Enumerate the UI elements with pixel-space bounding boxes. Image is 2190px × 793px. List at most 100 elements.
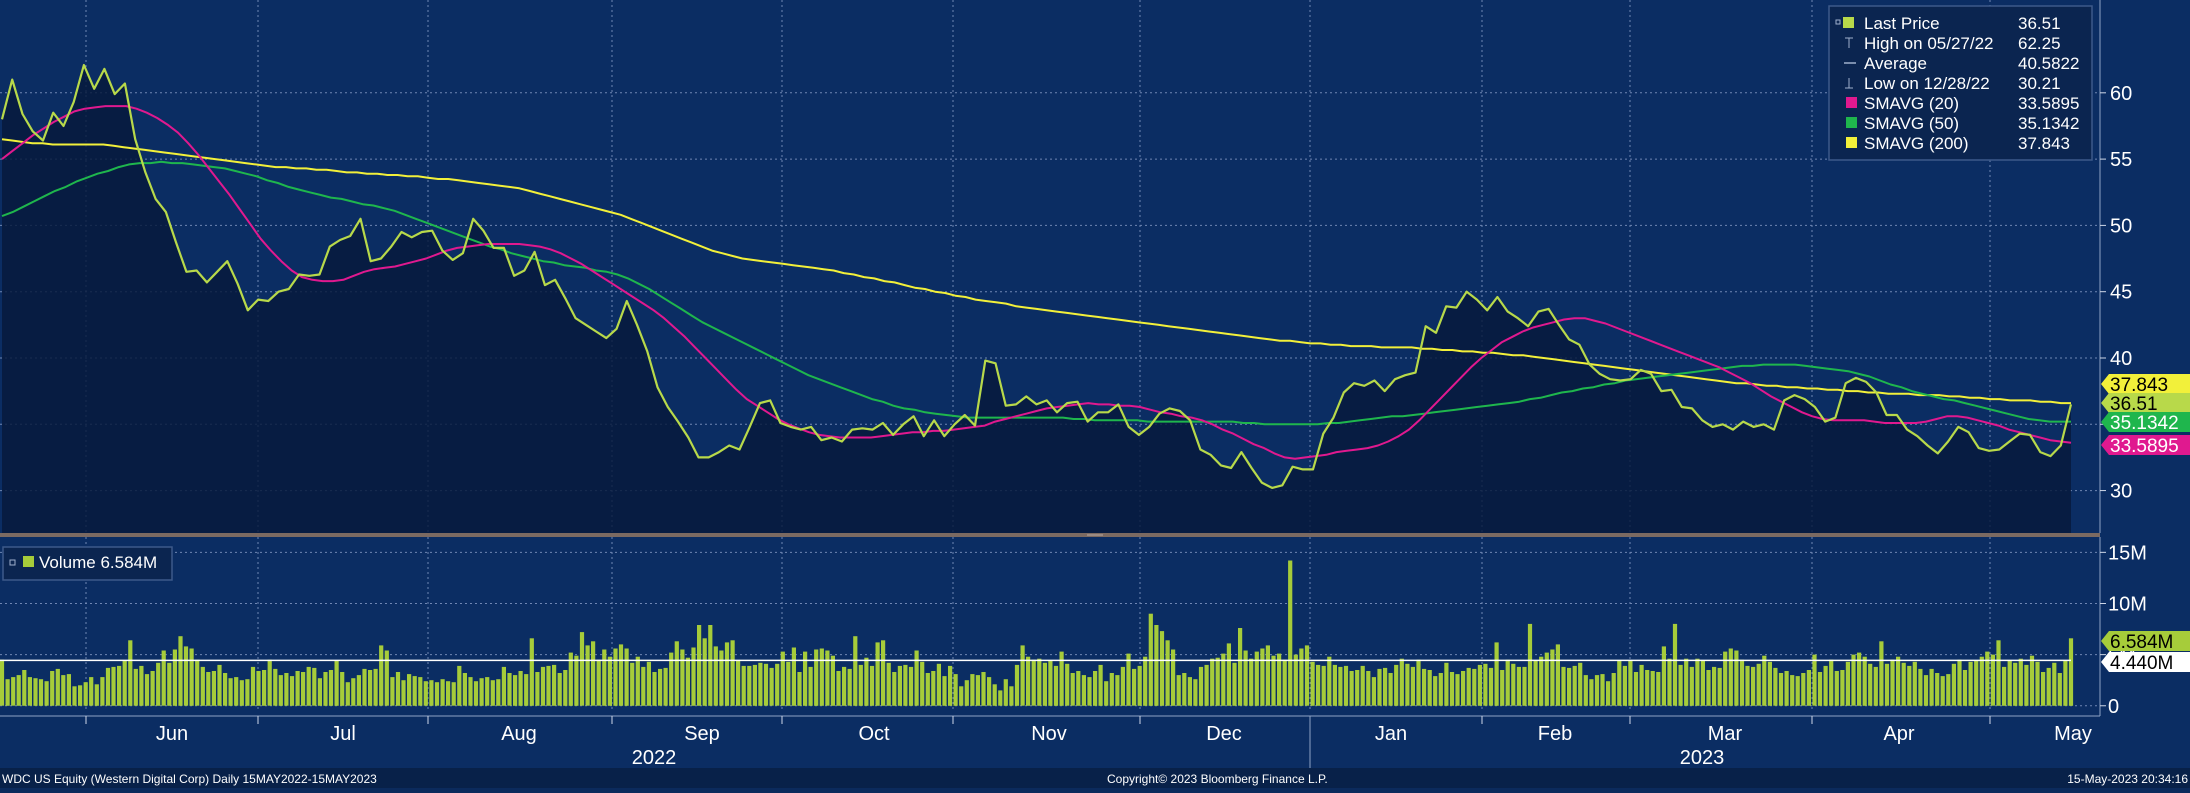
volume-bar — [719, 650, 724, 706]
price-axis-tick-label: 50 — [2110, 215, 2132, 237]
legend-toggle-icon[interactable] — [1835, 19, 1841, 25]
legend-box — [1828, 5, 2093, 161]
legend-row[interactable]: Average 40.5822 — [1844, 54, 2079, 73]
last-value-tag — [2101, 435, 2190, 455]
volume-bar — [1494, 642, 1499, 706]
volume-bar — [1778, 673, 1784, 706]
volume-bar — [624, 648, 629, 706]
volume-bar — [663, 667, 668, 706]
volume-bar — [1115, 675, 1120, 706]
legend-row[interactable]: SMAVG (20) 33.5895 — [1846, 94, 2079, 113]
legend-row[interactable]: SMAVG (200) 37.843 — [1846, 134, 2070, 153]
volume-bar — [2068, 638, 2074, 706]
volume-bar — [1271, 655, 1276, 706]
volume-bar — [836, 671, 841, 706]
volume-bar — [1600, 674, 1605, 706]
volume-bar — [1695, 658, 1700, 706]
volume-bar — [1182, 673, 1187, 706]
volume-bar — [1260, 648, 1265, 706]
x-axis-month-label: Jan — [1375, 723, 1407, 745]
volume-bar — [1299, 648, 1304, 706]
volume-bar — [1862, 656, 1867, 706]
volume-bar — [1455, 674, 1460, 706]
volume-bar — [596, 659, 601, 706]
volume-bar — [407, 674, 412, 706]
volume-bar — [334, 660, 339, 706]
volume-bar — [1483, 663, 1488, 706]
volume-bar — [429, 680, 434, 706]
volume-bar — [501, 666, 506, 706]
volume-bar — [479, 678, 484, 706]
volume-bar — [1048, 660, 1053, 706]
volume-bar — [1132, 668, 1137, 706]
x-axis-year-label: 2023 — [1680, 747, 1725, 769]
volume-bar — [652, 672, 657, 706]
volume-legend-toggle-icon[interactable] — [9, 559, 16, 566]
volume-bar — [490, 680, 495, 706]
volume-bar — [825, 650, 830, 706]
volume-bar — [345, 682, 350, 706]
volume-legend[interactable]: Volume 6.584M — [2, 546, 173, 581]
volume-bar — [1449, 672, 1455, 706]
volume-bar — [262, 670, 267, 706]
volume-bar — [1343, 665, 1349, 706]
volume-bar — [1884, 663, 1890, 706]
volume-bar — [1879, 641, 1884, 706]
divider-handle[interactable] — [1087, 534, 1103, 536]
volume-bar — [1349, 671, 1354, 706]
volume-bar — [1238, 628, 1243, 706]
volume-bar — [117, 665, 122, 706]
volume-bar — [1684, 658, 1689, 706]
volume-bar — [1795, 676, 1800, 706]
volume-bar — [72, 686, 77, 706]
volume-bar — [1589, 679, 1594, 706]
volume-bar — [1321, 665, 1326, 706]
volume-bar — [513, 675, 518, 706]
volume-bar — [535, 672, 540, 706]
volume-bar — [1522, 666, 1527, 706]
volume-legend-swatch — [23, 556, 34, 567]
volume-bar — [1957, 659, 1962, 706]
legend-row[interactable]: High on 05/27/22 62.25 — [1845, 34, 2061, 53]
legend-row[interactable]: Low on 12/28/22 30.21 — [1845, 74, 2061, 93]
volume-bar — [607, 656, 612, 706]
volume-bar — [1712, 666, 1717, 706]
volume-bar — [1762, 655, 1767, 706]
volume-bar — [1940, 676, 1945, 706]
x-axis-month-label: Jul — [330, 723, 356, 745]
volume-bar — [1198, 666, 1204, 706]
volume-bar — [1059, 651, 1064, 706]
panel-divider[interactable] — [0, 533, 2100, 537]
volume-bar — [1338, 666, 1343, 706]
volume-bar — [574, 655, 579, 706]
price-axis-tick-label: 45 — [2110, 282, 2132, 304]
volume-bar — [540, 666, 546, 706]
volume-bar — [1427, 670, 1432, 706]
volume-bar — [1249, 658, 1254, 706]
volume-bar — [273, 668, 278, 706]
volume-bar — [920, 661, 925, 706]
legend-row[interactable]: Last Price 36.51 — [1835, 14, 2061, 33]
volume-bar — [128, 640, 133, 706]
volume-bar — [1533, 660, 1538, 706]
volume-bar — [1488, 667, 1494, 706]
volume-bar — [1544, 652, 1549, 706]
legend-row[interactable]: SMAVG (50) 35.1342 — [1846, 114, 2079, 133]
volume-bar — [16, 675, 21, 706]
volume-bar — [1282, 659, 1287, 706]
footer-security-info: WDC US Equity (Western Digital Corp) Dai… — [2, 772, 377, 786]
volume-bar — [842, 666, 847, 706]
volume-bar — [1232, 662, 1237, 706]
volume-bar — [217, 664, 222, 706]
volume-bar — [1126, 653, 1131, 706]
volume-bar — [791, 647, 796, 706]
volume-bar — [1265, 645, 1270, 706]
volume-bar — [1689, 666, 1694, 706]
volume-bar — [306, 666, 311, 706]
volume-bar — [769, 667, 774, 706]
series-line-sma200 — [1, 138, 2071, 405]
volume-bar — [1594, 675, 1600, 706]
